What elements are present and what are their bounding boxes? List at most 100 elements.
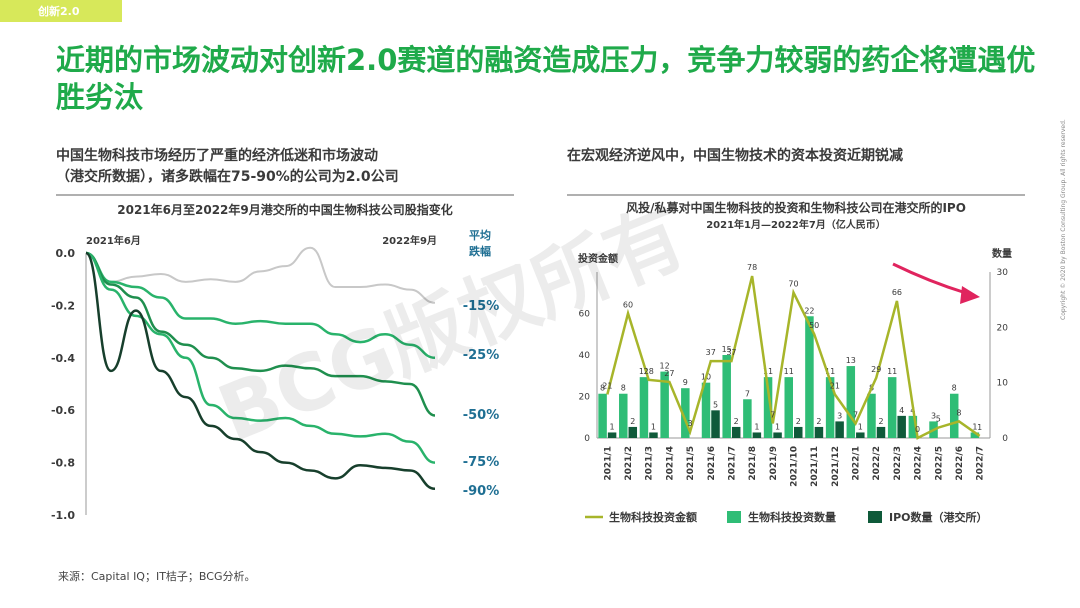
right-amount-label: 37 [726, 348, 736, 357]
right-bar-ipo-label: 1 [858, 422, 863, 431]
right-x-tick-label: 2021/11 [810, 446, 820, 487]
right-bar-ipo [876, 426, 886, 438]
right-amount-label: 0 [915, 425, 920, 434]
right-bar-count [825, 377, 835, 438]
right-bar-count [681, 388, 690, 438]
right-bar-ipo [835, 421, 844, 438]
left-series-line-5 [84, 251, 436, 491]
right-amount-label: 21 [830, 381, 840, 390]
right-right-tick-label: 0 [1002, 434, 1008, 444]
right-amount-label: 3 [688, 419, 693, 428]
right-bar-count [805, 316, 814, 438]
right-amount-label: 7 [853, 410, 858, 419]
right-amount-label: 66 [892, 288, 902, 297]
left-y-tick-label: -0.4 [51, 352, 75, 365]
right-bar-ipo-label: 5 [713, 400, 718, 409]
right-left-tick-label: 60 [579, 309, 591, 319]
right-bar-ipo-label: 3 [837, 411, 842, 420]
right-x-tick-label: 2021/5 [686, 446, 696, 481]
right-chart-subtitle: 2021年1月—2022年7月（亿人民币） [706, 220, 886, 231]
right-bar-count [949, 393, 959, 438]
right-bar-count [763, 377, 773, 438]
right-right-tick-label: 20 [997, 323, 1009, 333]
legend-ipo-swatch [868, 511, 882, 523]
right-x-tick-label: 2021/2 [624, 446, 634, 481]
right-amount-label: 60 [623, 300, 633, 309]
left-series-label-1: -15% [463, 299, 500, 314]
left-series-line-2 [85, 251, 436, 360]
left-series-label-4: -75% [463, 455, 500, 470]
right-bar-count-label: 8 [952, 384, 957, 393]
legend-count-label: 生物科技投资数量 [748, 510, 836, 524]
right-amount-label: 8 [956, 408, 961, 417]
right-amount-label: 70 [788, 280, 798, 289]
left-y-tick-label: -0.6 [51, 404, 75, 417]
copyright-note: Copyright © 2020 by Boston Consulting Gr… [1060, 119, 1067, 320]
left-y-tick-label: -1.0 [51, 509, 75, 522]
right-bar-count [846, 366, 856, 438]
right-bar-count [970, 432, 980, 438]
legend-amount-label: 生物科技投资金额 [609, 510, 697, 524]
right-bar-count-label: 8 [600, 384, 605, 393]
right-bar-ipo [856, 432, 865, 438]
right-chart-title: 风投/私募对中国生物科技的投资和生物科技公司在港交所的IPO [626, 201, 966, 215]
right-bar-count-label: 11 [639, 367, 649, 376]
right-bar-ipo [607, 432, 617, 438]
right-bar-count [598, 393, 607, 438]
right-bar-ipo-label: 1 [775, 422, 780, 431]
left-legend-title-1: 平均 [469, 228, 491, 242]
source-note: 来源：Capital IQ；IT桔子；BCG分析。 [58, 570, 256, 583]
page-title: 近期的市场波动对创新2.0赛道的融资造成压力，竞争力较弱的药企将遭遇优胜劣汰 [56, 43, 1036, 114]
legend-count-swatch [727, 511, 741, 523]
right-left-tick-label: 20 [579, 392, 591, 402]
right-amount-label: 37 [706, 348, 716, 357]
section-tag-label: 创新2.0 [38, 5, 80, 18]
right-amount-label: 50 [809, 321, 819, 330]
right-amount-label: 5 [936, 415, 941, 424]
right-bar-count-label: 12 [660, 362, 670, 371]
left-y-tick-label: -0.8 [51, 457, 75, 470]
right-x-tick-label: 2021/6 [707, 446, 717, 481]
right-bar-ipo-label: 1 [754, 422, 759, 431]
right-left-tick-label: 40 [579, 351, 591, 361]
right-bar-count-label: 11 [825, 367, 835, 376]
right-bar-ipo [731, 426, 741, 438]
left-series-line-1 [85, 246, 436, 304]
right-divider [567, 194, 1025, 196]
right-bar-count [701, 382, 711, 438]
right-x-tick-label: 2021/9 [769, 446, 779, 481]
right-x-tick-label: 2022/5 [934, 446, 944, 481]
right-bar-ipo [752, 432, 762, 438]
right-bar-ipo [814, 426, 824, 438]
right-bar-ipo-label: 1 [610, 422, 615, 431]
right-amount-label: 78 [747, 263, 757, 272]
right-bar-ipo-label: 2 [796, 417, 801, 426]
right-bar-ipo [794, 426, 803, 438]
right-bar-count-label: 11 [887, 367, 897, 376]
trend-arrow-icon [892, 262, 967, 295]
right-left-tick-label: 0 [584, 434, 590, 444]
right-x-tick-label: 2021/1 [603, 446, 613, 481]
left-chart-title: 2021年6月至2022年9月港交所的中国生物科技公司股指变化 [117, 203, 453, 217]
right-x-tick-label: 2021/8 [748, 446, 758, 481]
right-bar-ipo [649, 432, 658, 438]
left-y-tick-label: 0.0 [56, 247, 76, 260]
legend-ipo-label: IPO数量（港交所） [889, 510, 988, 524]
right-bar-ipo-label: 2 [816, 417, 821, 426]
right-bar-count [887, 377, 897, 438]
left-subtitle: 中国生物科技市场经历了严重的经济低迷和市场波动 （港交所数据），诸多跌幅在75-… [56, 146, 399, 188]
right-bar-ipo [897, 415, 906, 438]
left-x-end-label: 2022年9月 [382, 234, 437, 247]
left-series-label-3: -50% [463, 408, 500, 423]
right-bar-ipo-label: 1 [651, 422, 656, 431]
right-x-tick-label: 2021/12 [831, 446, 841, 487]
right-bar-ipo-label: 4 [899, 406, 904, 415]
left-series-label-5: -90% [463, 484, 500, 499]
right-bar-ipo [711, 410, 720, 438]
left-legend-title-2: 跌幅 [469, 244, 491, 258]
right-x-tick-label: 2021/3 [645, 446, 655, 481]
right-bar-count-label: 11 [784, 367, 794, 376]
right-bar-ipo-label: 2 [878, 417, 883, 426]
right-x-tick-label: 2021/4 [665, 446, 675, 481]
